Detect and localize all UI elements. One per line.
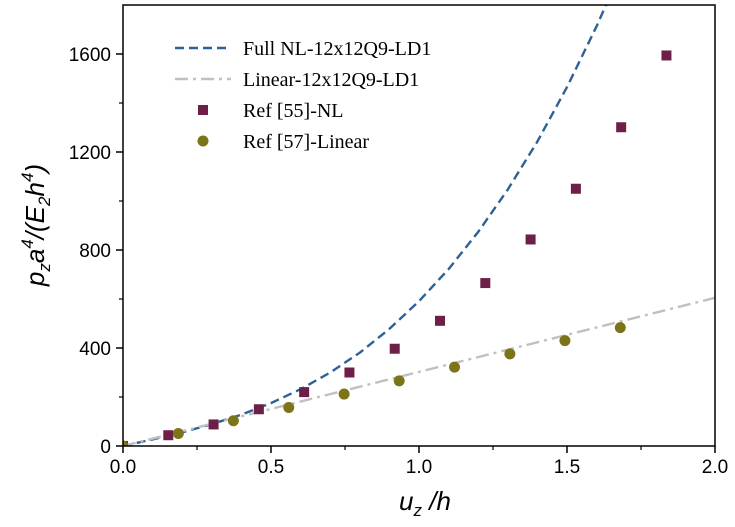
data-point-square: [435, 315, 446, 326]
data-point-circle: [172, 428, 184, 440]
data-point-square: [616, 122, 627, 133]
data-point-square: [344, 367, 355, 378]
legend-label: Ref [57]-Linear: [243, 131, 369, 153]
y-tick-label: 1600: [69, 45, 111, 66]
legend-swatch-circle: [197, 135, 209, 147]
x-tick-label: 1.5: [554, 457, 580, 478]
data-point-square: [661, 50, 672, 61]
series-line-1: [123, 296, 715, 446]
legend-entry: Ref [55]-NL: [198, 100, 344, 122]
data-point-square: [253, 404, 264, 415]
y-tick-label: 800: [79, 241, 111, 262]
legend-entry: Ref [57]-Linear: [197, 131, 369, 153]
y-tick-label: 0: [100, 437, 111, 458]
data-point-circle: [338, 388, 350, 400]
x-tick-label: 1.0: [406, 457, 432, 478]
data-point-square: [389, 343, 400, 354]
plot-area: [123, 5, 715, 446]
data-point-square: [208, 419, 219, 430]
legend-entry: Full NL-12x12Q9-LD1: [175, 38, 431, 60]
data-point-circle: [504, 348, 516, 360]
data-point-square: [525, 234, 536, 245]
legend-entry: Linear-12x12Q9-LD1: [175, 69, 419, 91]
y-tick-label: 400: [79, 339, 111, 360]
legend-swatch-square: [198, 105, 208, 115]
data-point-circle: [227, 415, 239, 427]
data-point-square: [299, 387, 310, 398]
data-point-circle: [283, 402, 295, 414]
series-line-0: [123, 5, 608, 446]
x-axis-title: uz /h: [399, 486, 451, 520]
data-point-square: [163, 430, 174, 441]
data-point-circle: [614, 322, 626, 334]
x-tick-label: 2.0: [702, 457, 728, 478]
data-point-circle: [449, 361, 461, 373]
data-point-square: [480, 278, 491, 289]
legend-label: Ref [55]-NL: [243, 100, 344, 122]
y-axis-title: pza4/(E2h4): [18, 164, 54, 287]
legend-label: Linear-12x12Q9-LD1: [243, 69, 419, 91]
x-tick-label: 0.5: [258, 457, 284, 478]
y-tick-label: 1200: [69, 143, 111, 164]
data-point-circle: [123, 440, 129, 446]
data-point-square: [570, 183, 581, 194]
data-point-circle: [393, 375, 405, 387]
legend-label: Full NL-12x12Q9-LD1: [243, 38, 431, 60]
data-point-circle: [559, 335, 571, 347]
x-tick-label: 0.0: [110, 457, 136, 478]
